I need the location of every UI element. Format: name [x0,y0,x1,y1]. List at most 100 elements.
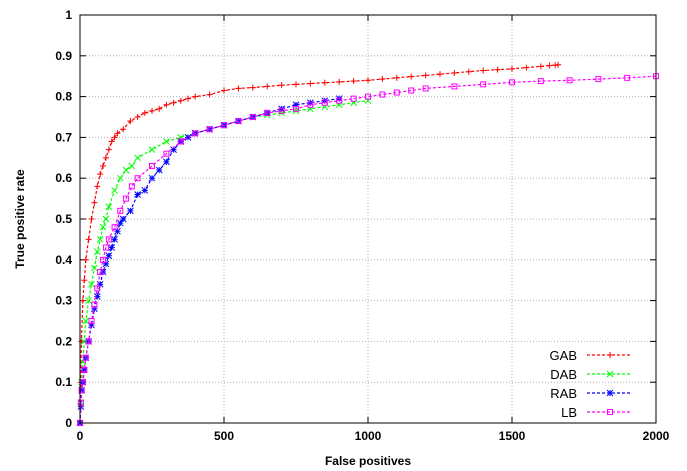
data-point [350,78,357,85]
series-group [76,61,659,427]
data-point [155,166,163,174]
data-point [96,236,104,243]
data-point [141,187,149,194]
data-point [100,162,107,169]
data-point [393,74,400,81]
legend-entry-dab: DAB [550,367,632,382]
data-point [235,85,242,92]
data-point [249,114,256,120]
data-point [379,91,386,98]
data-point [177,138,184,145]
data-point [163,158,170,166]
data-point [546,62,553,69]
data-point [78,387,85,394]
legend-entry-rab: RAB [550,386,632,401]
data-point [221,122,227,129]
data-point [119,215,127,223]
legend-label: GAB [550,348,577,363]
legend-marker [607,352,613,358]
legend-label: DAB [550,367,577,382]
data-point [185,95,191,102]
data-point [163,150,170,157]
series-lb [77,73,659,426]
data-point [128,183,135,190]
data-point [336,97,343,104]
data-point [111,187,118,194]
data-point [88,216,95,222]
legend-entry-gab: GAB [550,348,632,363]
legend-marker [607,409,613,415]
x-axis-title: False positives [325,454,411,468]
data-point [105,146,112,153]
data-point [99,223,107,231]
data-point [127,118,134,125]
data-point [134,154,141,162]
data-point [480,67,487,74]
series-rab [76,95,343,427]
x-tick-label: 1000 [355,429,382,443]
legend: GAB DAB RAB LB [550,348,632,420]
data-point [85,297,92,304]
data-point [307,80,314,87]
y-tick-label: 1 [65,8,72,22]
data-point [365,93,371,100]
data-point [336,78,343,85]
data-point [293,81,299,88]
data-point [422,72,429,79]
data-point [81,277,88,284]
data-point [120,126,127,133]
legend-marker [606,389,614,397]
y-tick-label: 0.6 [55,171,72,185]
data-point [88,280,95,288]
data-point [465,68,472,75]
data-point [102,154,109,161]
legend-label: RAB [550,386,577,401]
data-point [307,101,314,108]
data-point [437,71,443,78]
data-point [116,219,124,227]
data-point [422,85,429,92]
data-point [365,77,371,84]
data-point [111,224,118,231]
data-point [278,107,285,114]
series-gab [77,61,562,426]
data-point [105,252,113,260]
data-point [116,174,124,182]
data-point [111,134,118,141]
data-point [128,162,136,170]
plot-frame [79,14,657,424]
data-point [264,83,271,90]
data-point [102,215,110,223]
data-point [494,66,501,73]
data-point [321,99,328,106]
data-point [451,69,458,76]
data-point [184,134,192,141]
data-point [85,236,92,243]
data-point [523,64,530,71]
data-point [509,79,515,86]
data-point [148,146,156,153]
data-point [537,78,544,85]
y-tick-label: 0.9 [55,49,72,63]
data-point [149,162,155,169]
series-line-gab [79,64,559,424]
data-point [94,285,101,292]
data-point [595,76,602,83]
data-point [249,84,256,91]
y-tick-label: 0.4 [55,253,72,267]
legend-marker [606,370,614,378]
data-point [555,61,562,68]
data-point [81,366,88,373]
data-point [93,248,101,255]
data-point [163,101,170,108]
data-point [235,118,242,125]
data-point [82,354,89,361]
data-point [537,63,544,70]
data-point [350,95,357,102]
data-point [114,130,121,137]
data-point [192,93,199,100]
data-point [102,244,109,251]
data-point [123,195,130,202]
data-point [293,105,299,112]
